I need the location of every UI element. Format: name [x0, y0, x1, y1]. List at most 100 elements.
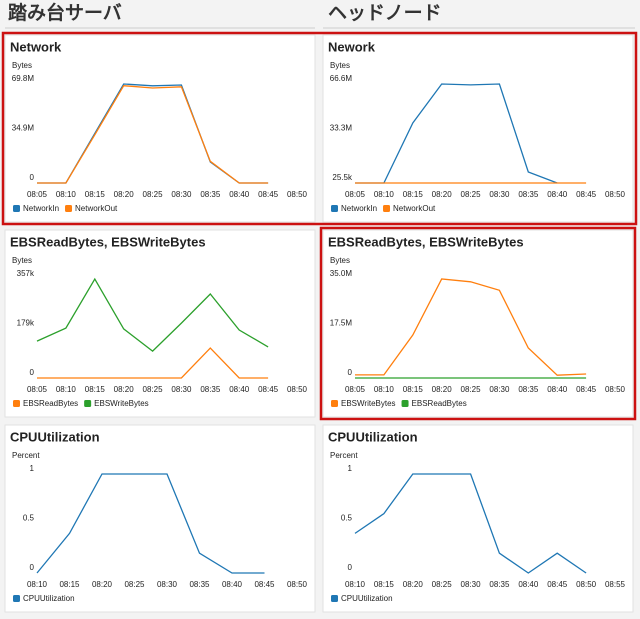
x-tick-label: 08:40 — [229, 385, 250, 394]
x-tick-label: 08:15 — [85, 190, 106, 199]
panel — [4, 424, 316, 613]
panel — [4, 34, 316, 223]
y-tick-label: 34.9M — [12, 124, 35, 133]
y-tick-label: 0.5 — [341, 514, 353, 523]
legend-label: NetworkIn — [23, 204, 59, 213]
y-tick-label: 35.0M — [330, 269, 353, 278]
y-tick-label: 33.3M — [330, 124, 353, 133]
x-tick-label: 08:30 — [489, 385, 510, 394]
x-tick-label: 08:05 — [345, 190, 366, 199]
x-tick-label: 08:15 — [403, 190, 424, 199]
legend-label: EBSReadBytes — [412, 399, 467, 408]
y-tick-label: 25.5k — [332, 173, 353, 182]
x-tick-label: 08:50 — [287, 190, 308, 199]
x-tick-label: 08:25 — [124, 580, 145, 589]
column-header: ヘッドノード — [328, 3, 442, 24]
x-tick-label: 08:45 — [547, 580, 568, 589]
y-axis-label: Percent — [12, 451, 40, 460]
x-tick-label: 08:45 — [258, 190, 279, 199]
legend-swatch — [331, 400, 338, 407]
legend-swatch — [331, 595, 338, 602]
legend-swatch — [13, 205, 20, 212]
x-tick-label: 08:45 — [258, 385, 279, 394]
y-axis-label: Percent — [330, 451, 358, 460]
y-axis-label: Bytes — [12, 61, 32, 70]
x-tick-label: 08:25 — [461, 190, 482, 199]
legend-swatch — [65, 205, 73, 212]
series-line — [355, 83, 558, 184]
series-line — [36, 277, 269, 352]
x-tick-label: 08:30 — [171, 190, 192, 199]
x-tick-label: 08:40 — [229, 190, 250, 199]
chart-title: EBSReadBytes, EBSWriteBytes — [328, 234, 524, 249]
x-tick-label: 08:55 — [605, 580, 626, 589]
panel — [4, 229, 316, 418]
series-line — [37, 347, 269, 379]
y-tick-label: 1 — [30, 464, 35, 473]
x-tick-label: 08:45 — [576, 190, 597, 199]
panel — [322, 424, 634, 613]
x-tick-label: 08:30 — [461, 580, 482, 589]
legend-label: NetworkOut — [75, 204, 118, 213]
legend-label: EBSWriteBytes — [341, 399, 396, 408]
x-tick-label: 08:35 — [518, 190, 539, 199]
x-tick-label: 08:35 — [200, 190, 221, 199]
legend-label: CPUUtilization — [341, 594, 393, 603]
x-tick-label: 08:10 — [56, 190, 77, 199]
legend-label: EBSWriteBytes — [94, 399, 149, 408]
x-tick-label: 08:15 — [85, 385, 106, 394]
y-tick-label: 0 — [348, 563, 353, 572]
legend-swatch — [401, 400, 409, 407]
x-tick-label: 08:50 — [576, 580, 597, 589]
x-tick-label: 08:25 — [143, 385, 164, 394]
legend-swatch — [13, 595, 20, 602]
y-axis-label: Bytes — [330, 256, 350, 265]
legend-label: EBSReadBytes — [23, 399, 78, 408]
x-tick-label: 08:30 — [489, 190, 510, 199]
column-header: 踏み台サーバ — [8, 1, 122, 24]
y-tick-label: 17.5M — [330, 319, 353, 328]
x-tick-label: 08:45 — [254, 580, 275, 589]
legend-swatch — [13, 400, 20, 407]
series-line — [36, 473, 265, 574]
x-tick-label: 08:10 — [345, 580, 366, 589]
chart-title: Network — [10, 39, 62, 54]
x-tick-label: 08:50 — [605, 385, 626, 394]
x-tick-label: 08:25 — [461, 385, 482, 394]
y-tick-label: 69.8M — [12, 74, 35, 83]
x-tick-label: 08:25 — [432, 580, 453, 589]
x-tick-label: 08:40 — [518, 580, 539, 589]
y-tick-label: 0 — [30, 173, 35, 182]
x-tick-label: 08:40 — [547, 385, 568, 394]
panel — [322, 34, 634, 223]
x-tick-label: 08:45 — [576, 385, 597, 394]
chart-title: EBSReadBytes, EBSWriteBytes — [10, 234, 206, 249]
y-tick-label: 0 — [30, 368, 35, 377]
series-line — [355, 278, 587, 376]
y-tick-label: 66.6M — [330, 74, 353, 83]
highlight — [319, 226, 637, 421]
x-tick-label: 08:35 — [489, 580, 510, 589]
y-tick-label: 1 — [348, 464, 353, 473]
x-tick-label: 08:20 — [432, 190, 453, 199]
x-tick-label: 08:10 — [56, 385, 77, 394]
x-tick-label: 08:15 — [59, 580, 80, 589]
x-tick-label: 08:15 — [374, 580, 395, 589]
x-tick-label: 08:10 — [374, 190, 395, 199]
legend-label: NetworkOut — [393, 204, 436, 213]
x-tick-label: 08:35 — [189, 580, 210, 589]
x-tick-label: 08:20 — [114, 385, 135, 394]
chart-title: CPUUtilization — [328, 429, 418, 444]
y-tick-label: 179k — [17, 318, 35, 327]
x-tick-label: 08:50 — [287, 385, 308, 394]
chart-title: CPUUtilization — [10, 429, 100, 444]
x-tick-label: 08:05 — [27, 385, 48, 394]
x-tick-label: 08:35 — [518, 385, 539, 394]
chart-title: Nework — [328, 39, 376, 54]
x-tick-label: 08:20 — [114, 190, 135, 199]
y-tick-label: 357k — [17, 269, 35, 278]
y-axis-label: Bytes — [12, 256, 32, 265]
y-tick-label: 0.5 — [23, 514, 35, 523]
x-tick-label: 08:40 — [547, 190, 568, 199]
